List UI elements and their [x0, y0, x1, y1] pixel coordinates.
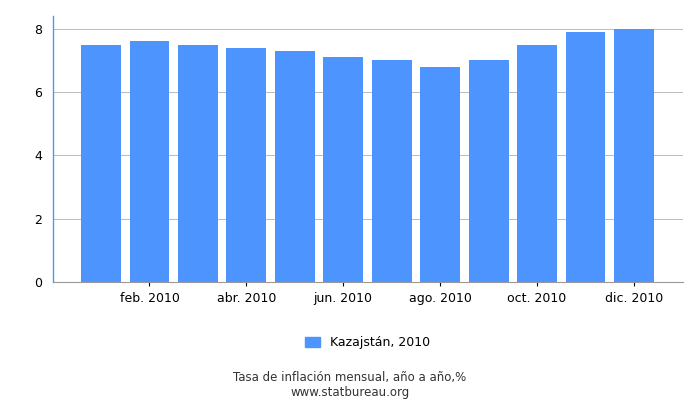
- Bar: [275, 51, 315, 282]
- Bar: [227, 48, 266, 282]
- Text: www.statbureau.org: www.statbureau.org: [290, 386, 410, 399]
- Bar: [130, 41, 169, 282]
- Bar: [81, 44, 121, 282]
- Bar: [614, 29, 654, 282]
- Bar: [420, 67, 460, 282]
- Bar: [517, 44, 557, 282]
- Bar: [566, 32, 606, 282]
- Legend: Kazajstán, 2010: Kazajstán, 2010: [305, 336, 430, 349]
- Bar: [323, 57, 363, 282]
- Text: Tasa de inflación mensual, año a año,%: Tasa de inflación mensual, año a año,%: [233, 372, 467, 384]
- Bar: [178, 44, 218, 282]
- Bar: [469, 60, 508, 282]
- Bar: [372, 60, 412, 282]
